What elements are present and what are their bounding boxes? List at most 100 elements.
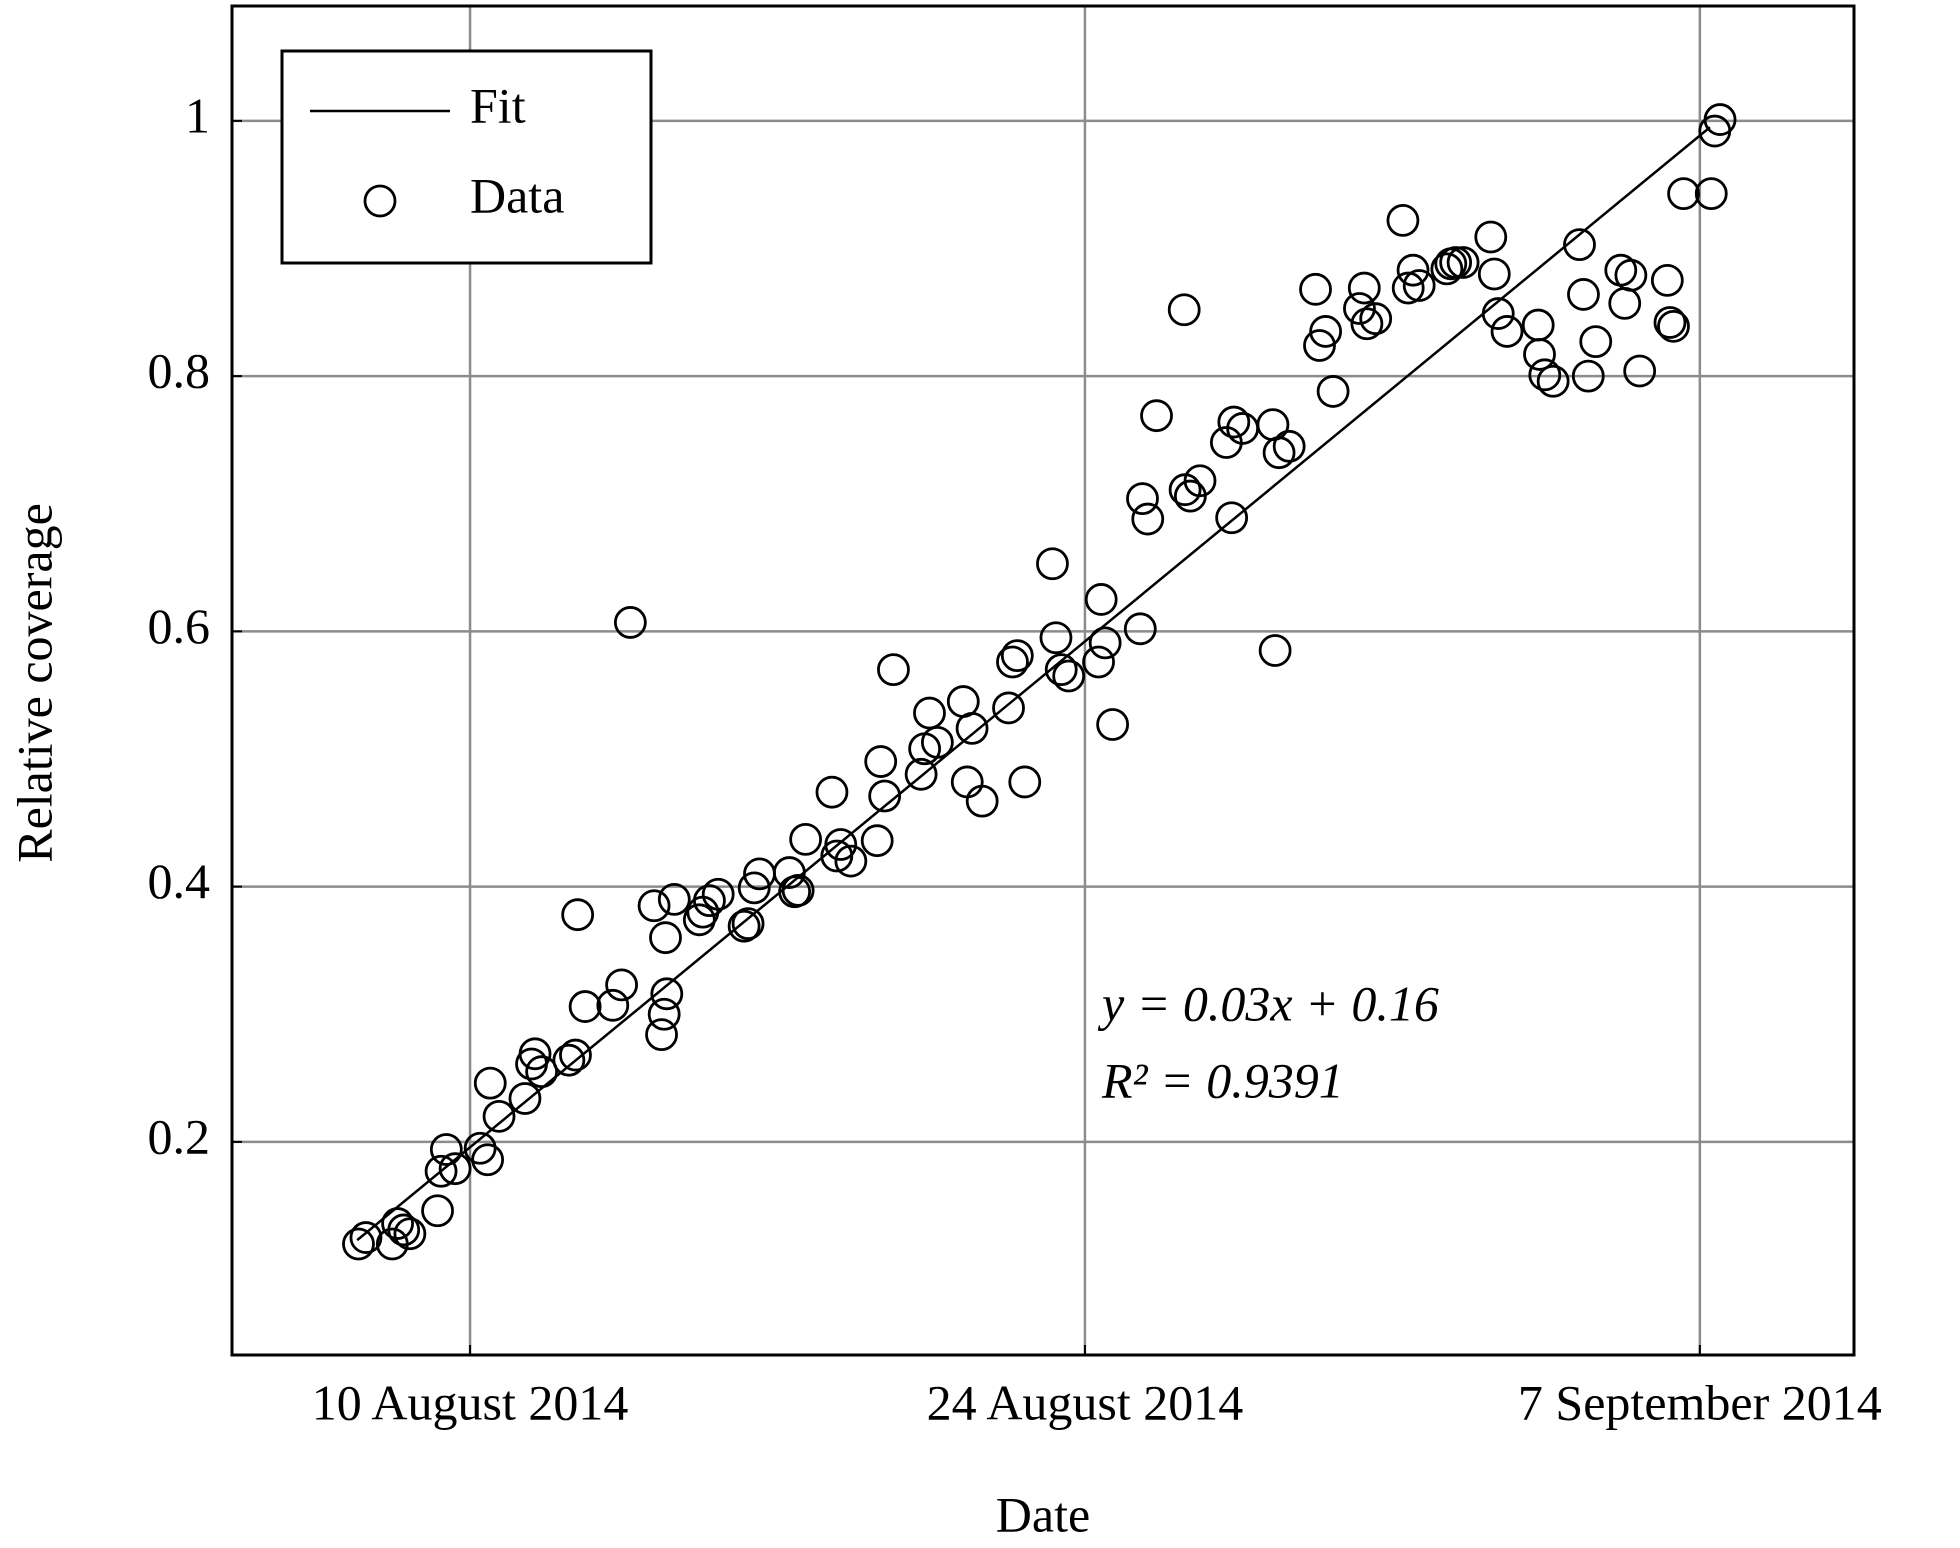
legend-box xyxy=(280,49,653,265)
data-point xyxy=(1343,292,1376,325)
data-point xyxy=(645,1018,678,1052)
data-point xyxy=(1477,257,1511,291)
data-point xyxy=(1350,307,1384,341)
data-point xyxy=(1446,246,1480,279)
data-point xyxy=(605,968,638,1002)
data-point xyxy=(1614,258,1648,292)
data-point xyxy=(1567,278,1600,311)
data-point xyxy=(421,1194,454,1228)
data-point xyxy=(868,779,902,813)
data-point xyxy=(424,1154,458,1188)
y-tick-label: 0.6 xyxy=(148,598,211,654)
data-point xyxy=(737,871,771,905)
data-point xyxy=(877,653,910,687)
data-point xyxy=(1623,354,1657,388)
data-point xyxy=(1657,309,1690,343)
data-point xyxy=(1309,315,1343,348)
x-tick-label: 10 August 2014 xyxy=(312,1374,629,1430)
data-point xyxy=(649,921,682,955)
data-point xyxy=(693,884,726,918)
data-point xyxy=(1650,263,1684,297)
y-tick-label: 1 xyxy=(185,87,210,143)
y-axis-label: Relative coverage xyxy=(6,503,62,863)
data-point xyxy=(342,1227,375,1261)
data-point xyxy=(920,725,954,759)
data-point xyxy=(727,909,761,943)
data-point xyxy=(1481,297,1515,330)
data-point xyxy=(1126,482,1159,516)
data-point xyxy=(1299,272,1332,306)
data-point xyxy=(731,907,765,941)
data-point xyxy=(1000,639,1034,673)
data-point xyxy=(1096,708,1130,741)
data-point xyxy=(1215,501,1249,535)
data-point xyxy=(965,784,999,818)
data-point xyxy=(1563,228,1596,262)
data-point xyxy=(1262,436,1296,470)
data-point xyxy=(650,977,684,1011)
data-point xyxy=(1521,308,1555,342)
data-point xyxy=(815,775,849,809)
data-point xyxy=(772,856,806,889)
data-point xyxy=(471,1143,505,1177)
data-point xyxy=(1694,177,1728,211)
data-point xyxy=(381,1207,414,1240)
data-point xyxy=(525,1055,559,1089)
data-point xyxy=(1490,315,1524,348)
data-point xyxy=(904,757,938,791)
y-tick-label: 0.2 xyxy=(148,1108,211,1164)
data-point xyxy=(1303,329,1336,362)
data-point xyxy=(613,606,647,639)
data-point xyxy=(950,765,984,799)
data-point xyxy=(1183,464,1217,498)
data-point xyxy=(393,1217,427,1251)
data-point xyxy=(824,828,858,861)
data-point xyxy=(1391,271,1425,305)
data-point xyxy=(1084,583,1118,616)
y-tick-label: 0.4 xyxy=(148,853,211,909)
data-point xyxy=(349,1221,383,1254)
data-point xyxy=(482,1099,516,1133)
data-point xyxy=(1258,634,1292,667)
data-point xyxy=(561,898,595,932)
data-point xyxy=(1523,338,1556,371)
data-point xyxy=(1396,253,1430,287)
x-tick-label: 7 September 2014 xyxy=(1518,1374,1882,1430)
legend-label: Data xyxy=(470,167,564,223)
data-point xyxy=(647,997,681,1031)
legend-swatch xyxy=(363,184,397,218)
x-axis-label: Date xyxy=(996,1486,1090,1542)
annotation: y = 0.03x + 0.16 xyxy=(1097,975,1439,1031)
data-point xyxy=(955,711,989,745)
data-point xyxy=(1386,204,1420,237)
data-point xyxy=(1272,429,1306,463)
data-point xyxy=(596,988,630,1022)
data-point xyxy=(1088,626,1122,660)
data-point xyxy=(559,1038,592,1072)
data-point xyxy=(1347,271,1381,305)
data-point xyxy=(1474,220,1508,254)
legend-label: Fit xyxy=(470,77,526,133)
data-point xyxy=(1082,645,1115,679)
data-point xyxy=(1430,252,1464,286)
data-point xyxy=(913,696,946,730)
y-tick-label: 0.8 xyxy=(148,343,211,399)
data-point xyxy=(1167,293,1201,327)
data-point xyxy=(1123,612,1157,646)
data-point xyxy=(552,1043,586,1077)
data-point xyxy=(637,889,671,923)
data-point xyxy=(1217,405,1251,439)
data-point xyxy=(1528,358,1562,392)
data-point xyxy=(429,1133,463,1166)
data-point xyxy=(1667,177,1700,211)
data-point xyxy=(1052,659,1086,693)
data-point xyxy=(1571,359,1605,393)
data-point xyxy=(568,990,602,1023)
data-point xyxy=(1439,246,1473,279)
data-point xyxy=(701,877,735,911)
data-point xyxy=(1044,653,1078,687)
data-point xyxy=(996,645,1029,679)
data-point xyxy=(864,745,898,778)
data-point xyxy=(860,824,894,858)
